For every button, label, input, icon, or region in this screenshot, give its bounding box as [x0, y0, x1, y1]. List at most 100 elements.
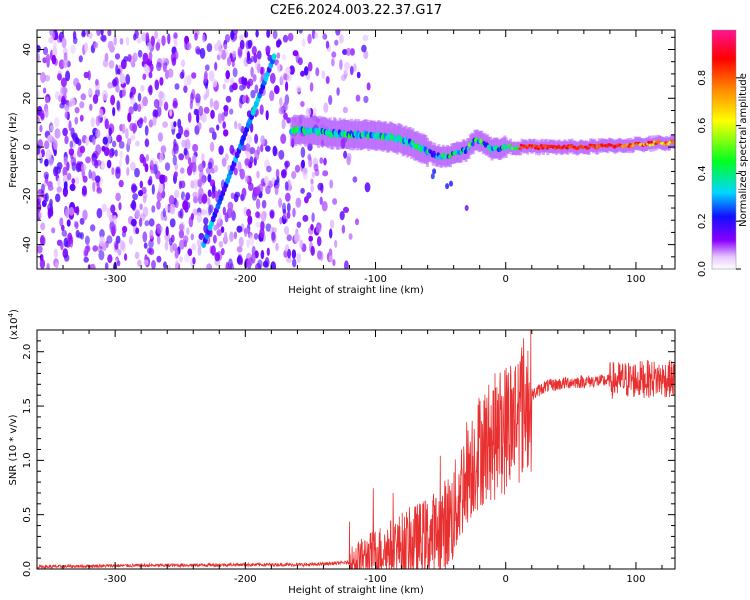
noise-cell [344, 61, 350, 70]
noise-cell [70, 156, 77, 167]
noise-cell [227, 56, 232, 67]
noise-cell [208, 205, 212, 216]
noise-cell [61, 37, 67, 49]
noise-cell [218, 114, 223, 125]
noise-cell [315, 117, 320, 124]
noise-cell [84, 235, 90, 245]
band-cell [518, 147, 522, 151]
noise-cell [114, 53, 121, 60]
noise-cell [286, 211, 291, 219]
noise-cell [143, 259, 149, 266]
noise-cell [300, 70, 305, 77]
noise-cell [363, 50, 369, 60]
noise-cell [295, 197, 302, 208]
noise-cell [313, 163, 319, 172]
noise-cell [68, 100, 73, 108]
noise-cell [362, 34, 369, 42]
noise-cell [346, 47, 351, 56]
noise-cell [251, 245, 256, 256]
noise-cell [182, 200, 189, 211]
noise-cell [193, 179, 198, 190]
noise-cell [60, 86, 64, 96]
noise-cell [325, 76, 330, 84]
noise-cell [239, 257, 243, 265]
noise-cell [231, 60, 235, 68]
noise-cell [209, 179, 216, 187]
noise-cell [39, 124, 43, 133]
noise-cell [256, 50, 262, 60]
noise-cell [134, 167, 140, 178]
noise-cell [325, 40, 330, 49]
noise-cell [281, 169, 287, 177]
noise-cell [138, 217, 143, 227]
y-tick-label: -20 [22, 188, 33, 204]
noise-cell [222, 121, 226, 129]
noise-cell [248, 182, 254, 191]
snr-ticks: -300 -200 -100 0 100 0.0 0.5 1.0 1.5 2.0 [22, 329, 675, 585]
noise-cell [173, 138, 177, 147]
noise-cell [245, 142, 251, 152]
noise-cell [340, 74, 347, 82]
noise-cell [239, 168, 245, 180]
noise-cell [190, 180, 195, 189]
noise-cell [361, 44, 367, 53]
noise-cell [42, 46, 49, 56]
band-cell [535, 145, 539, 148]
colorbar: 0.0 0.2 0.4 0.6 0.8 Normalized spectral ampl… [697, 29, 749, 277]
noise-cell [319, 251, 324, 262]
noise-cell [114, 242, 119, 250]
noise-cell [174, 248, 179, 259]
noise-cell [69, 183, 76, 192]
noise-cell [294, 233, 301, 242]
noise-cell [152, 116, 157, 126]
noise-cell [148, 119, 154, 128]
noise-cell [286, 74, 292, 82]
noise-cell [180, 59, 186, 68]
band-cell [651, 143, 656, 147]
noise-cell [260, 249, 265, 260]
noise-cell [148, 51, 153, 62]
noise-cell [168, 195, 175, 205]
noise-cell [211, 191, 216, 199]
noise-cell [244, 175, 249, 183]
snr-x-axis-label: Height of straight line (km) [288, 585, 424, 596]
noise-cell [196, 212, 202, 223]
noise-cell [156, 200, 161, 210]
noise-cell [269, 209, 275, 218]
noise-cell [304, 196, 309, 204]
noise-cell [284, 181, 289, 191]
noise-cell [233, 167, 238, 176]
noise-cell [191, 72, 197, 79]
noise-cell [118, 158, 123, 169]
noise-cell [329, 179, 334, 189]
noise-cell [45, 53, 51, 65]
noise-cell [50, 30, 56, 40]
noise-cell [286, 202, 291, 213]
noise-cell [225, 50, 229, 56]
noise-cell [207, 189, 212, 198]
outlier-cell [464, 205, 469, 211]
noise-cell [151, 260, 156, 269]
noise-cell [225, 70, 230, 80]
noise-cell [278, 106, 284, 115]
noise-cell [183, 147, 188, 156]
noise-cell [38, 211, 43, 219]
noise-cell [87, 70, 91, 81]
noise-cell [214, 61, 218, 71]
noise-cell [298, 114, 303, 125]
band-cell [672, 140, 675, 144]
noise-cell [229, 108, 234, 115]
noise-cell [292, 113, 297, 123]
noise-cell [167, 68, 174, 78]
noise-cell [74, 116, 79, 125]
noise-cell [137, 49, 143, 58]
noise-cell [74, 107, 80, 114]
noise-cell [130, 202, 136, 209]
noise-cell [115, 168, 121, 179]
snr-y-axis-label: SNR (10 * v/v) [8, 414, 19, 485]
noise-cell [296, 252, 302, 260]
noise-cell [292, 258, 297, 268]
noise-cell [114, 85, 120, 93]
noise-cell [279, 97, 283, 107]
spectrogram-y-axis-label: Frequency (Hz) [8, 112, 19, 188]
